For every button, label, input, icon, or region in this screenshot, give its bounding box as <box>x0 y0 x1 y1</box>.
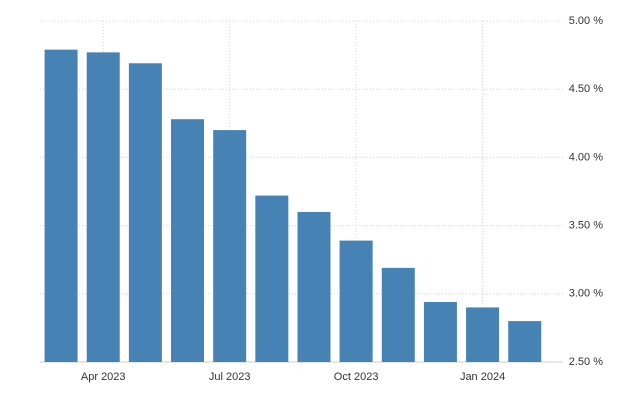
y-tick-label: 3.00 % <box>569 288 603 300</box>
x-tick-label: Jan 2024 <box>460 371 505 383</box>
y-tick-label: 3.50 % <box>569 220 603 232</box>
bar <box>86 52 120 362</box>
bar <box>255 195 289 362</box>
x-tick-label: Apr 2023 <box>81 371 126 383</box>
bar <box>339 240 373 362</box>
y-tick-label: 5.00 % <box>569 15 603 27</box>
bar <box>466 307 500 362</box>
bar <box>213 130 247 362</box>
y-tick-label: 4.00 % <box>569 151 603 163</box>
y-tick-label: 2.50 % <box>569 356 603 368</box>
bar <box>171 119 205 362</box>
bar <box>44 49 78 362</box>
y-tick-label: 4.50 % <box>569 83 603 95</box>
bar <box>297 211 331 362</box>
bar <box>423 301 457 362</box>
x-tick-label: Oct 2023 <box>334 371 379 383</box>
bar <box>508 321 542 362</box>
bar <box>128 63 162 363</box>
bar <box>381 267 415 362</box>
x-tick-label: Jul 2023 <box>209 371 251 383</box>
